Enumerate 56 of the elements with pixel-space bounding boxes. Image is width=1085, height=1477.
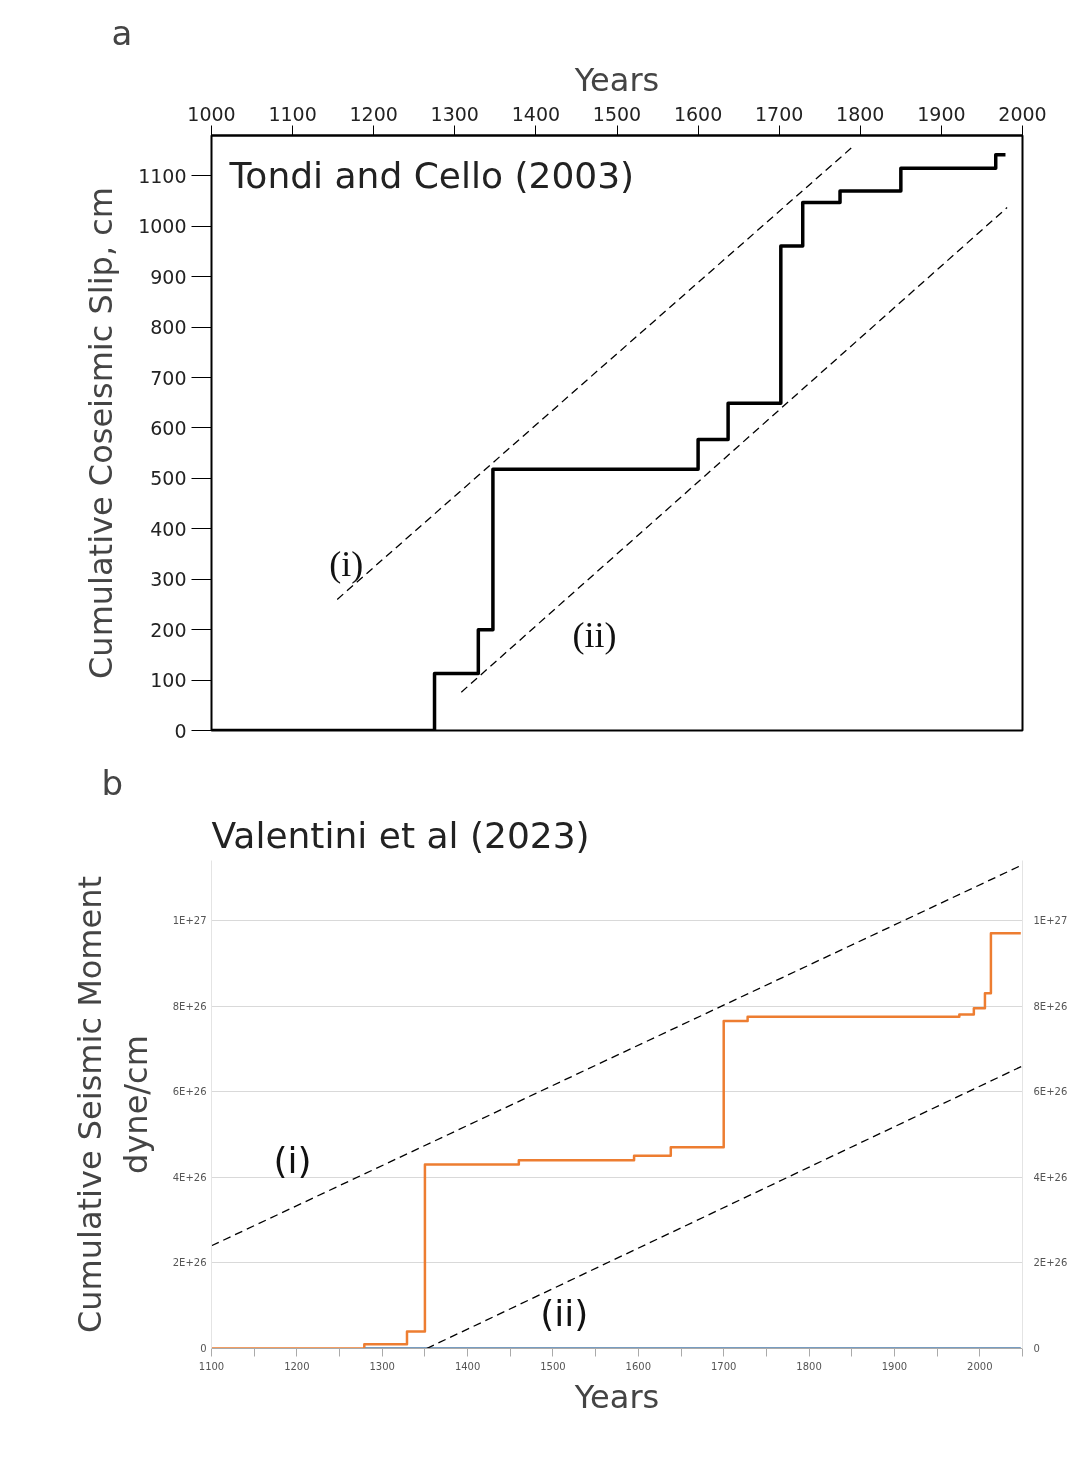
y-tick-label: 300 [150, 568, 187, 591]
y-axis-title: Cumulative Coseismic Slip, cm [82, 187, 121, 679]
x-tick-label: 2000 [998, 102, 1047, 125]
annotation: (ii) [572, 615, 617, 656]
x-tick-label: 1300 [369, 1360, 395, 1372]
y-axis-title: Cumulative Seismic Moment dyne/cm [71, 875, 155, 1334]
y-tick-label: 500 [150, 467, 187, 490]
x-tick-label: 1100 [268, 102, 317, 125]
x-tick-label: 1800 [796, 1360, 822, 1372]
x-tick-label: 1100 [198, 1360, 225, 1372]
y-tick-label: 100 [150, 669, 187, 692]
y-tick-label: 1000 [138, 215, 187, 238]
y2-tick-label: 6E+26 [1033, 1086, 1068, 1098]
y-tick-label: 2E+26 [172, 1257, 207, 1269]
x-tick-label: 1900 [917, 102, 966, 125]
annotation: (ii) [540, 1293, 589, 1335]
x-tick-label: 1200 [284, 1360, 310, 1372]
text: Tondi and Cello (2003) [228, 154, 635, 196]
y-tick-label: 4E+26 [172, 1171, 207, 1183]
y-tick-label: 800 [150, 316, 187, 339]
text: b [101, 762, 124, 803]
x-tick-label: 1700 [710, 1360, 737, 1372]
x-axis-title: Years [573, 60, 660, 99]
x-tick-label: 1800 [836, 102, 885, 125]
x-tick-label: 1700 [755, 102, 804, 125]
y2-tick-label: 2E+26 [1033, 1257, 1068, 1269]
annotation: (i) [329, 543, 364, 584]
y-tick-label: 900 [150, 265, 187, 288]
y2-tick-label: 0 [1033, 1343, 1040, 1354]
y-tick-label: 200 [150, 618, 187, 641]
x-tick-label: 1900 [881, 1360, 908, 1372]
y2-tick-label: 1E+27 [1033, 914, 1068, 926]
x-tick-label: 1400 [454, 1360, 481, 1372]
x-tick-label: 1500 [540, 1360, 566, 1372]
x-tick-label: 1600 [625, 1360, 652, 1372]
y-tick-label: 1E+27 [172, 914, 207, 926]
y-tick-label: 8E+26 [172, 1000, 207, 1012]
y-tick-label: 600 [150, 416, 187, 439]
chart-title: Valentini et al (2023) [211, 814, 590, 856]
y2-tick-label: 4E+26 [1033, 1171, 1068, 1183]
y-tick-label: 0 [200, 1343, 207, 1354]
y-tick-label: 700 [150, 366, 187, 389]
y-tick-label: 1100 [138, 164, 187, 187]
x-tick-label: 1500 [592, 102, 642, 125]
x-tick-label: 1400 [511, 102, 561, 125]
y-tick-label: 0 [174, 719, 187, 742]
y2-tick-label: 8E+26 [1033, 1000, 1068, 1012]
y-tick-label: 400 [150, 517, 187, 540]
x-axis-title: Years [573, 1377, 660, 1416]
x-tick-label: 1200 [349, 102, 398, 125]
annotation: (i) [273, 1139, 312, 1181]
text: a [111, 12, 133, 53]
x-tick-label: 1600 [673, 102, 723, 125]
x-tick-label: 2000 [967, 1360, 993, 1372]
y-tick-label: 6E+26 [172, 1086, 207, 1098]
x-tick-label: 1300 [430, 102, 479, 125]
